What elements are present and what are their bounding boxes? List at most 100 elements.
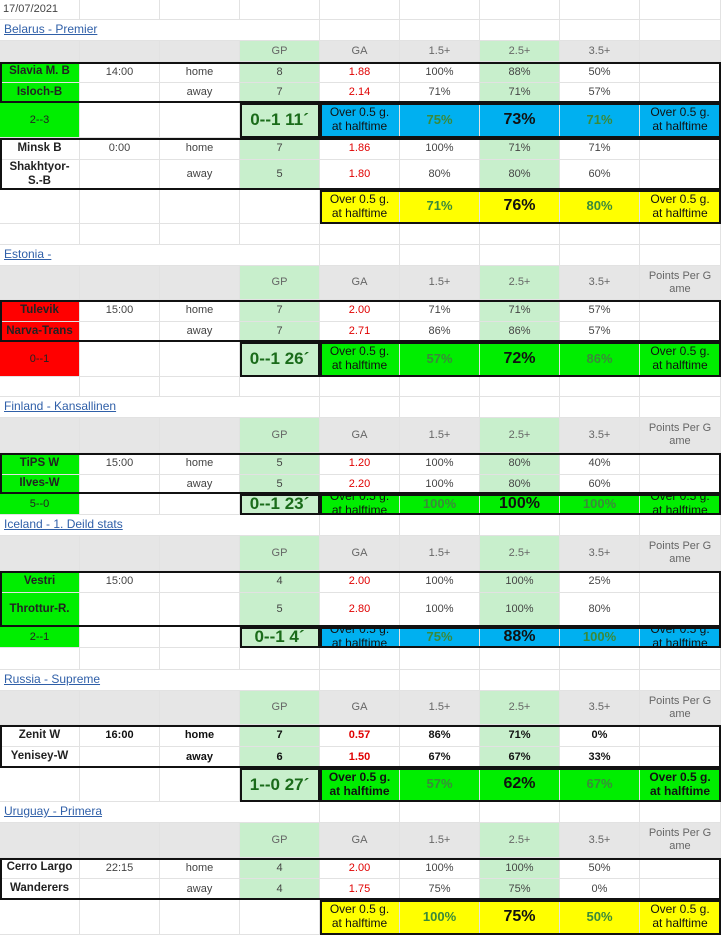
header-blank — [80, 691, 160, 725]
home-gp: 4 — [240, 571, 320, 593]
away-over-1-5: 100% — [400, 593, 480, 627]
away-gp: 5 — [240, 475, 320, 494]
empty-cell — [320, 224, 400, 245]
empty-cell — [640, 453, 721, 475]
summary-pct-3: 100% — [560, 494, 640, 515]
league-title-link[interactable]: Uruguay - Primera — [0, 802, 320, 823]
home-over-2-5: 71% — [480, 138, 560, 160]
home-team-name: TiPS W — [0, 453, 80, 475]
home-over-3-5: 50% — [560, 858, 640, 879]
header-2-5: 2.5+ — [480, 41, 560, 62]
league-title-link[interactable]: Iceland - 1. Deild stats — [0, 515, 320, 536]
kickoff-time: 0:00 — [80, 138, 160, 160]
away-over-2-5: 75% — [480, 879, 560, 900]
away-label — [160, 593, 240, 627]
home-over-1-5: 100% — [400, 138, 480, 160]
league-title-link[interactable]: Estonia - — [0, 245, 320, 266]
over-halftime-label: Over 0.5 g. at halftime — [320, 190, 400, 224]
kickoff-time — [80, 83, 160, 103]
empty-cell — [560, 245, 640, 266]
home-label: home — [160, 300, 240, 322]
away-ga: 1.50 — [320, 747, 400, 768]
away-label: away — [160, 747, 240, 768]
summary-pct-1: 57% — [400, 342, 480, 377]
away-over-1-5: 86% — [400, 322, 480, 342]
header-ppg: Points Per G ame — [640, 691, 721, 725]
empty-cell — [480, 20, 560, 41]
header-ga: GA — [320, 418, 400, 453]
away-over-1-5: 75% — [400, 879, 480, 900]
away-label: away — [160, 83, 240, 103]
header-blank — [0, 418, 80, 453]
empty-cell — [320, 648, 400, 670]
league-title-link[interactable]: Russia - Supreme — [0, 670, 320, 691]
away-gp: 5 — [240, 160, 320, 190]
header-ga: GA — [320, 266, 400, 300]
home-ga: 2.00 — [320, 300, 400, 322]
header-ga: GA — [320, 823, 400, 858]
home-over-3-5: 40% — [560, 453, 640, 475]
header-1-5: 1.5+ — [400, 823, 480, 858]
header-2-5: 2.5+ — [480, 266, 560, 300]
empty-cell — [480, 377, 560, 397]
kickoff-time — [80, 747, 160, 768]
empty-cell — [160, 190, 240, 224]
empty-cell — [560, 515, 640, 536]
away-ga: 2.80 — [320, 593, 400, 627]
home-ga: 1.88 — [320, 62, 400, 83]
empty-cell — [400, 20, 480, 41]
over-halftime-label: Over 0.5 g. at halftime — [320, 342, 400, 377]
empty-cell — [560, 670, 640, 691]
empty-cell — [320, 515, 400, 536]
empty-cell — [400, 397, 480, 418]
league-title-link[interactable]: Belarus - Premier — [0, 20, 320, 41]
home-team-name: Tulevik — [0, 300, 80, 322]
league-title-link[interactable]: Finland - Kansallinen — [0, 397, 320, 418]
home-team-name: Zenit W — [0, 725, 80, 747]
empty-cell — [560, 224, 640, 245]
home-over-2-5: 71% — [480, 725, 560, 747]
over-halftime-label-right: Over 0.5 g. at halftime — [640, 342, 721, 377]
summary-pct-2: 100% — [480, 494, 560, 515]
header-blank — [160, 418, 240, 453]
home-over-3-5: 57% — [560, 300, 640, 322]
away-over-1-5: 100% — [400, 475, 480, 494]
empty-cell — [640, 62, 721, 83]
home-over-1-5: 100% — [400, 571, 480, 593]
home-label: home — [160, 725, 240, 747]
kickoff-time: 15:00 — [80, 300, 160, 322]
home-over-2-5: 100% — [480, 571, 560, 593]
away-over-2-5: 80% — [480, 475, 560, 494]
empty-cell — [640, 571, 721, 593]
summary-pct-2: 62% — [480, 768, 560, 802]
summary-pct-3: 86% — [560, 342, 640, 377]
empty-cell — [160, 103, 240, 138]
header-blank — [160, 41, 240, 62]
home-label: home — [160, 138, 240, 160]
header-blank — [0, 823, 80, 858]
header-3-5: 3.5+ — [560, 691, 640, 725]
empty-cell — [640, 648, 721, 670]
away-team-name: Shakhtyor- S.-B — [0, 160, 80, 190]
empty-cell — [480, 245, 560, 266]
header-ga: GA — [320, 691, 400, 725]
home-over-2-5: 88% — [480, 62, 560, 83]
over-halftime-label: Over 0.5 g. at halftime — [320, 103, 400, 138]
header-1-5: 1.5+ — [400, 536, 480, 571]
home-gp: 7 — [240, 300, 320, 322]
empty-cell — [640, 377, 721, 397]
halftime-score: 0--1 11´ — [240, 103, 320, 138]
home-over-3-5: 25% — [560, 571, 640, 593]
away-team-name: Narva-Trans — [0, 322, 80, 342]
header-2-5: 2.5+ — [480, 691, 560, 725]
empty-cell — [80, 342, 160, 377]
summary-pct-3: 71% — [560, 103, 640, 138]
kickoff-time: 15:00 — [80, 453, 160, 475]
header-blank — [0, 266, 80, 300]
header-blank — [0, 41, 80, 62]
empty-cell — [320, 802, 400, 823]
empty-cell — [0, 648, 80, 670]
away-label: away — [160, 475, 240, 494]
empty-cell — [240, 0, 320, 20]
halftime-score — [240, 190, 320, 224]
